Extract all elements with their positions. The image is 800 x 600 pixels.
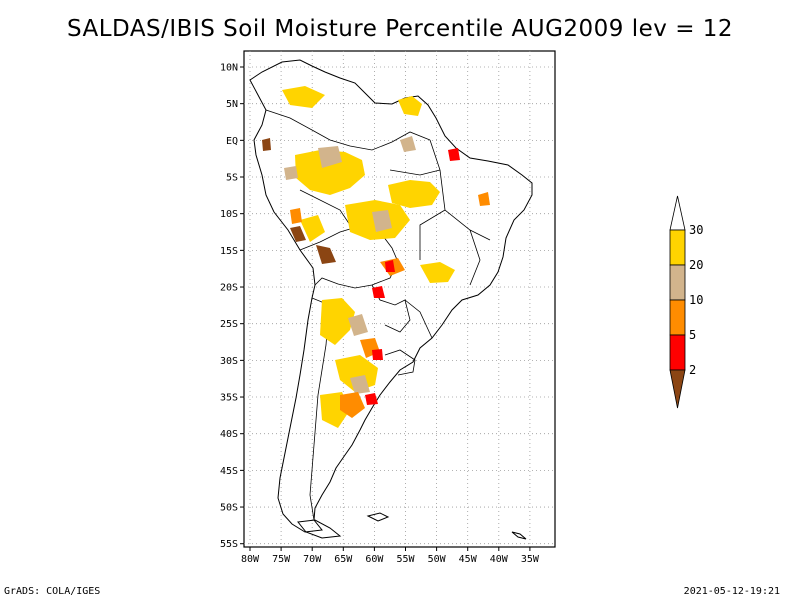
lon-tick-label: 50W: [428, 554, 447, 565]
lat-tick-label: 15S: [220, 246, 238, 257]
timestamp: 2021-05-12-19:21: [683, 586, 780, 597]
patch-red-pampa: [365, 393, 378, 405]
tierra-del-fuego: [297, 519, 342, 539]
colorbar-label: 2: [689, 363, 696, 377]
patch-orange-andes: [290, 208, 302, 224]
lat-tick-label: 5S: [226, 173, 238, 184]
patch-cerrado: [420, 262, 455, 283]
colorbar-segment: [669, 264, 686, 301]
patch-red-pantanal: [385, 260, 395, 272]
patch-para: [388, 180, 440, 208]
longitude-axis: 80W 75W 70W 65W 60W 55W 50W 45W 40W 35W: [241, 547, 540, 565]
colorbar-label: 5: [689, 328, 696, 342]
colorbar-segment: [669, 229, 686, 266]
lon-tick-label: 35W: [521, 554, 540, 565]
data-layer: [262, 86, 490, 428]
patch-venezuela: [282, 86, 325, 108]
patch-bolivia: [300, 215, 325, 242]
lon-tick-label: 40W: [490, 554, 509, 565]
patch-tan-para: [400, 136, 416, 152]
map-frame-group: [243, 50, 556, 548]
lat-tick-label: 20S: [220, 283, 238, 294]
colorbar-label: 10: [689, 293, 703, 307]
patch-orange-pampa: [340, 392, 365, 418]
lat-tick-label: 5N: [226, 99, 238, 110]
patch-brown-peru: [290, 226, 306, 242]
patch-tan-pampa: [350, 375, 370, 394]
patch-red-mato-grosso-sul: [372, 286, 385, 298]
falkland-islands: [366, 512, 390, 522]
lon-tick-label: 55W: [396, 554, 415, 565]
colorbar-segment: [669, 334, 686, 371]
lon-tick-label: 80W: [241, 554, 260, 565]
lat-tick-label: 10S: [220, 209, 238, 220]
south-america-coastline: [249, 59, 533, 533]
lat-tick-label: 50S: [220, 503, 238, 514]
lon-tick-label: 75W: [272, 554, 291, 565]
patch-amazonas: [295, 150, 365, 195]
patch-red-chaco: [372, 349, 383, 360]
lat-tick-label: 45S: [220, 466, 238, 477]
map-gridlines: [244, 51, 555, 547]
patch-brown-ecuador: [262, 138, 271, 151]
patch-guiana: [398, 96, 422, 116]
coastline: [249, 59, 533, 540]
border-amazon: [265, 109, 431, 151]
patch-tan-chaco: [348, 314, 368, 336]
lat-tick-label: 35S: [220, 393, 238, 404]
border-brazil-south: [404, 299, 433, 339]
lat-tick-label: 10N: [220, 63, 238, 74]
patch-orange-bahia: [478, 192, 490, 206]
colorbar-label: 20: [689, 258, 703, 272]
latitude-axis: 10N 5N EQ 5S 10S 15S 20S 25S 30S 35S 40S 45S 50S 55S: [220, 63, 244, 550]
patch-chaco: [320, 298, 355, 345]
patch-brown-bolivia: [316, 245, 336, 264]
map-title: SALDAS/IBIS Soil Moisture Percentile AUG…: [66, 16, 734, 42]
colorbar-label: 30: [689, 223, 703, 237]
patch-tan-amazon: [318, 146, 342, 168]
class-10-20-tan: [284, 136, 416, 394]
lon-tick-label: 70W: [303, 554, 322, 565]
lat-tick-label: 40S: [220, 429, 238, 440]
software-credit: GrADS: COLA/IGES: [4, 586, 101, 597]
lat-tick-label: EQ: [226, 136, 238, 147]
class-20-30-yellow: [282, 86, 455, 428]
class-2-5-red: [365, 148, 460, 405]
colorbar-segment: [669, 299, 686, 336]
lon-tick-label: 45W: [459, 554, 478, 565]
patch-tan-mato-grosso: [372, 210, 392, 232]
lat-tick-label: 25S: [220, 319, 238, 330]
colorbar-cap-top: [669, 195, 686, 231]
border-uruguay: [384, 349, 416, 376]
map-frame: [243, 50, 556, 548]
patch-tan-acre: [284, 166, 298, 180]
class-below-2-brown: [262, 138, 336, 264]
colorbar: 30 20 10 5 2: [669, 195, 703, 409]
patch-red-northeast: [448, 148, 460, 161]
border-brazil-states: [389, 139, 491, 286]
lon-tick-label: 65W: [334, 554, 353, 565]
lon-tick-label: 60W: [365, 554, 384, 565]
lat-tick-label: 55S: [220, 539, 238, 550]
south-georgia: [511, 531, 527, 540]
lat-tick-label: 30S: [220, 356, 238, 367]
colorbar-cap-bottom: [669, 369, 686, 409]
